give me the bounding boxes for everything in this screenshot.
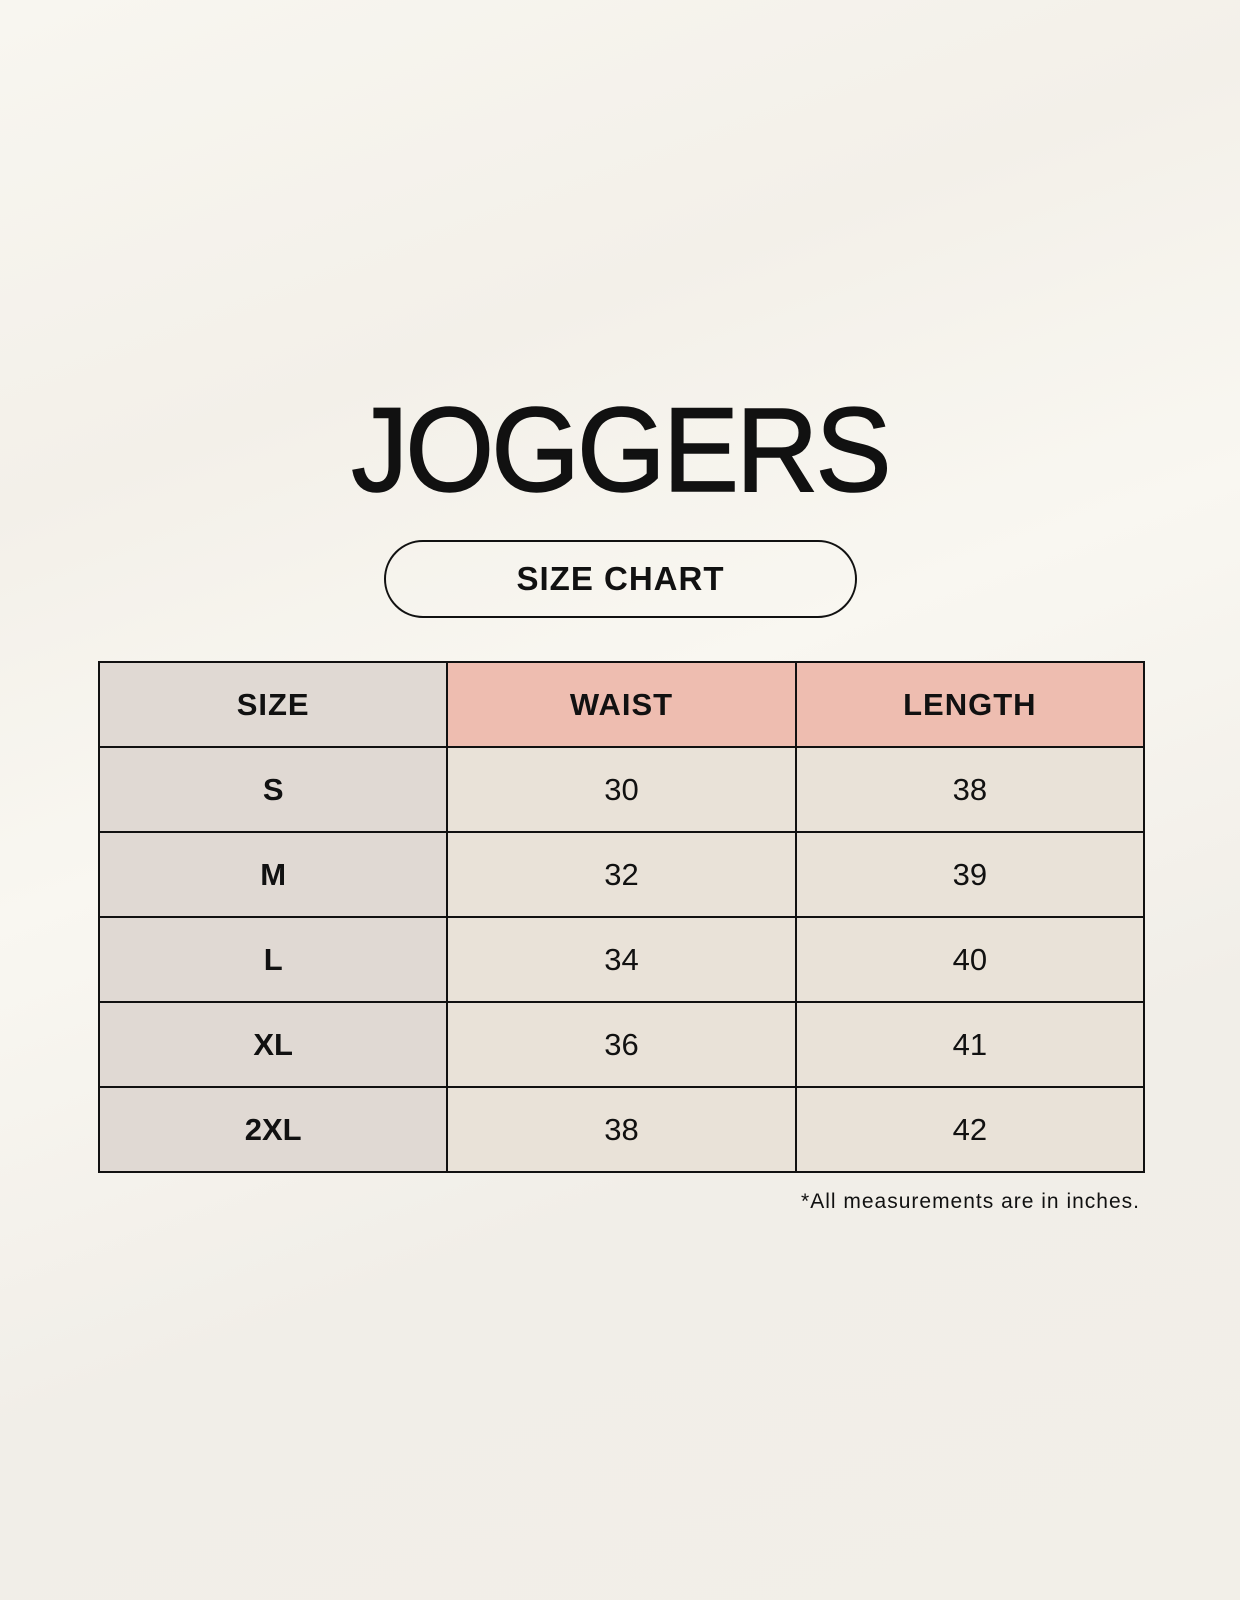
waist-cell: 38 <box>446 1086 797 1173</box>
size-chart-label: SIZE CHART <box>384 540 857 618</box>
footnote: *All measurements are in inches. <box>801 1190 1140 1213</box>
size-cell: XL <box>97 1001 449 1088</box>
size-cell: 2XL <box>97 1086 449 1173</box>
header-length: LENGTH <box>794 661 1146 748</box>
waist-cell: 30 <box>446 746 797 833</box>
header-size: SIZE <box>97 661 449 748</box>
table-row: L 34 40 <box>97 916 1146 1003</box>
waist-cell: 34 <box>446 916 797 1003</box>
table-row: XL 36 41 <box>97 1001 1146 1088</box>
size-cell: S <box>97 746 449 833</box>
size-table: SIZE WAIST LENGTH S 30 38 M 32 39 L 34 4… <box>97 661 1146 1173</box>
size-cell: M <box>97 831 449 918</box>
table-header-row: SIZE WAIST LENGTH <box>97 661 1146 748</box>
page-title: JOGGERS <box>351 383 893 517</box>
table-row: S 30 38 <box>97 746 1146 833</box>
length-cell: 42 <box>794 1086 1146 1173</box>
waist-cell: 32 <box>446 831 797 918</box>
table-row: M 32 39 <box>97 831 1146 918</box>
header-waist: WAIST <box>446 661 797 748</box>
length-cell: 40 <box>794 916 1146 1003</box>
length-cell: 41 <box>794 1001 1146 1088</box>
length-cell: 39 <box>794 831 1146 918</box>
table-row: 2XL 38 42 <box>97 1086 1146 1173</box>
length-cell: 38 <box>794 746 1146 833</box>
waist-cell: 36 <box>446 1001 797 1088</box>
size-cell: L <box>97 916 449 1003</box>
